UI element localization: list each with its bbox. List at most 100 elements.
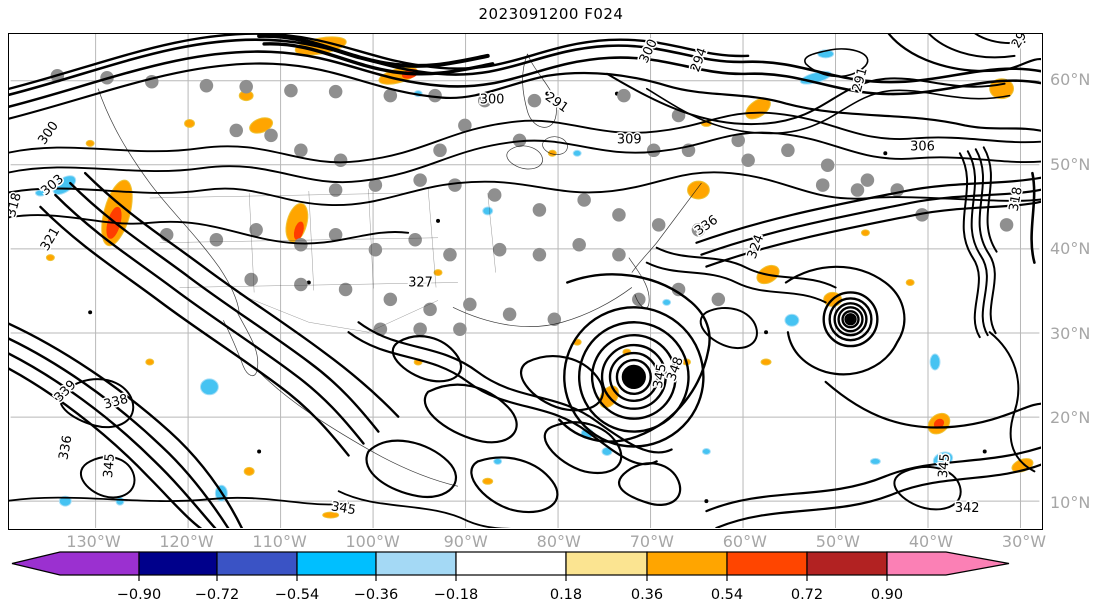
colorbar-segment (455, 551, 567, 576)
lat-tick-label: 20°N (1050, 408, 1091, 428)
station-dot (383, 292, 398, 307)
station-dot (532, 247, 547, 262)
station-dot (820, 158, 835, 172)
contour-label: 342 (955, 501, 980, 516)
station-dot (572, 237, 586, 252)
shaded-patch-cyan (52, 175, 77, 195)
station-dot (294, 277, 308, 292)
shaded-patch-cyan (929, 353, 941, 371)
cyclone-contour (600, 343, 667, 410)
station-dot (612, 208, 626, 222)
colorbar-tick-label: 0.90 (871, 587, 903, 603)
station-dot (433, 143, 447, 158)
station-dot (428, 88, 442, 103)
shaded-patch-orange (687, 180, 710, 200)
shaded-patch-orange (760, 358, 772, 366)
lon-tick-label: 90°W (443, 532, 488, 551)
contour-label: 327 (408, 275, 433, 290)
lat-tick-label: 40°N (1050, 239, 1091, 259)
cyclone-contour (822, 291, 879, 348)
station-dot (333, 153, 348, 167)
lon-tick-label: 70°W (629, 532, 674, 551)
contour-label: 345 (101, 453, 118, 479)
contour-label: 336 (56, 434, 75, 461)
station-dot (199, 78, 214, 93)
colorbar-segment (565, 551, 648, 576)
colorbar-tick-label: 0.36 (631, 587, 663, 603)
station-dot (448, 178, 462, 192)
cyclone-contour (615, 358, 652, 396)
contour-label: 338 (102, 392, 130, 413)
lon-tick-label: 110°W (252, 532, 307, 551)
station-dot (890, 183, 904, 197)
chart-title: 2023091200 F024 (478, 5, 624, 23)
station-dot (577, 193, 591, 207)
cyclone-contour (590, 333, 677, 420)
shaded-patch-red (293, 221, 304, 241)
small-contour-speck (764, 330, 769, 335)
shaded-patch-cyan (58, 495, 72, 507)
small-contour-speck (306, 280, 311, 285)
cyclone-core (622, 365, 645, 388)
station-dot (328, 228, 343, 242)
station-dot (408, 232, 422, 247)
station-dot (527, 93, 542, 108)
shaded-patch-orange (145, 358, 155, 366)
colorbar-segment (806, 551, 888, 576)
station-dot (477, 93, 492, 108)
contour-label: 345 (651, 363, 670, 390)
shaded-patch-orange (322, 511, 340, 519)
station-dot (383, 88, 398, 103)
shaded-patch-cyan (493, 457, 503, 465)
station-dot (617, 88, 631, 103)
station-dot (368, 242, 383, 257)
tropical-cyclone-contours (563, 291, 879, 448)
small-contour-speck (704, 499, 709, 504)
station-dot (999, 218, 1014, 232)
contour-label: 345 (936, 453, 953, 479)
station-dots (50, 68, 1014, 336)
station-dot (731, 133, 745, 148)
lat-tick-label: 10°N (1050, 493, 1091, 512)
station-dot (328, 84, 343, 99)
station-dot (741, 153, 755, 167)
shaded-patch-cyan (784, 313, 800, 327)
colorbar-extend-left (11, 551, 140, 576)
shaded-patch-cyan (199, 378, 219, 396)
small-contour-speck (88, 310, 93, 315)
contour-label: 318 (1007, 186, 1026, 213)
shaded-patch-cyan (662, 298, 672, 306)
shaded-patch-orange (989, 78, 1015, 100)
station-dot (368, 178, 383, 192)
station-dot (915, 208, 929, 222)
shaded-patch-cyan (869, 457, 881, 465)
colorbar-tick-label: −0.54 (275, 587, 319, 603)
shaded-patch-orange (45, 254, 55, 262)
cyclone-core (846, 315, 855, 324)
cyclone-contour (844, 313, 857, 326)
station-dot (612, 247, 626, 262)
station-dot (229, 123, 244, 138)
colorbar-tick-label: −0.90 (117, 587, 161, 603)
station-dot (244, 272, 258, 287)
shaded-patch-orange (184, 118, 196, 128)
shaded-patch-cyan (34, 189, 46, 197)
station-dot (249, 223, 263, 237)
small-contour-speck (883, 151, 888, 156)
small-contour-speck (436, 218, 441, 223)
contour-label: 309 (617, 132, 642, 147)
contour-label: 300 (480, 93, 505, 108)
station-dot (453, 322, 467, 336)
small-contour-speck (257, 449, 262, 454)
station-dot (328, 183, 343, 197)
shaded-patch-cyan (482, 206, 494, 216)
station-dot (850, 183, 865, 197)
station-dot (463, 297, 477, 312)
contour-label: 306 (910, 139, 935, 154)
colorbar-segment (216, 551, 298, 576)
cyclone-contour (837, 306, 864, 333)
colorbar-extend-right (886, 551, 1010, 576)
contour-label: 324 (745, 233, 768, 261)
